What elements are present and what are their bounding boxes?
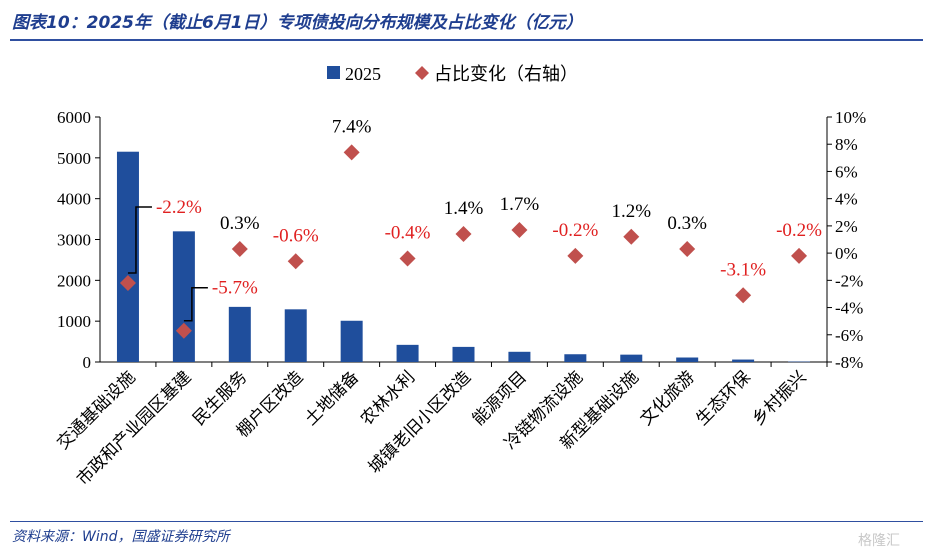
right-axis-tick-label: 0%	[835, 244, 858, 263]
marker-4	[287, 253, 304, 270]
source-note: 资料来源：Wind，国盛证券研究所	[12, 529, 230, 545]
data-label: 1.4%	[444, 198, 484, 219]
bar-7	[452, 346, 475, 362]
marker-13	[791, 247, 808, 264]
legend-marker-label: 占比变化（右轴）	[434, 64, 578, 85]
data-label: -0.4%	[385, 223, 431, 244]
marker-3	[231, 241, 248, 258]
legend-bar-label: 2025	[345, 64, 381, 84]
right-axis-tick-label: -6%	[835, 326, 863, 345]
left-axis-tick-label: 0	[83, 353, 92, 372]
chart-title: 图表10：2025年（截止6月1日）专项债投向分布规模及占比变化（亿元）	[12, 13, 583, 33]
left-axis-tick-label: 4000	[57, 190, 91, 209]
data-label: 0.3%	[220, 213, 260, 234]
data-label: 0.3%	[667, 213, 707, 234]
right-axis-tick-label: -4%	[835, 299, 863, 318]
data-label: 1.7%	[500, 194, 540, 215]
right-axis-tick-label: 8%	[835, 135, 858, 154]
left-axis-tick-label: 2000	[57, 271, 91, 290]
data-label: -2.2%	[156, 197, 202, 218]
category-label: 土地储备	[301, 367, 363, 429]
bar-1	[116, 151, 139, 362]
data-label: -5.7%	[212, 278, 258, 299]
marker-8	[511, 221, 528, 238]
bar-3	[228, 306, 251, 362]
left-axis-tick-label: 5000	[57, 149, 91, 168]
category-label: 城镇老旧小区改造	[365, 367, 475, 477]
bar-9	[564, 354, 587, 362]
source-rule	[10, 521, 923, 522]
left-axis-tick-label: 6000	[57, 108, 91, 127]
title-rule	[10, 39, 923, 41]
bar-4	[284, 309, 307, 362]
legend-bar-swatch	[327, 66, 340, 79]
legend-marker-swatch	[415, 66, 429, 80]
category-label: 乡村振兴	[748, 367, 810, 429]
data-label: 7.4%	[332, 116, 372, 137]
marker-1	[119, 275, 136, 292]
right-axis-tick-label: -2%	[835, 271, 863, 290]
bar-11	[676, 357, 699, 362]
marker-11	[679, 241, 696, 258]
bar-5	[340, 320, 363, 362]
marker-7	[455, 226, 472, 243]
category-label: 文化旅游	[637, 367, 699, 429]
data-label: 1.2%	[611, 201, 651, 222]
bar-13	[788, 361, 811, 363]
marker-9	[567, 247, 584, 264]
right-axis-tick-label: 2%	[835, 217, 858, 236]
data-label: -0.2%	[552, 220, 598, 241]
bar-12	[732, 359, 755, 362]
left-axis-tick-label: 3000	[57, 231, 91, 250]
right-axis-tick-label: 4%	[835, 190, 858, 209]
leader-line	[183, 286, 208, 322]
left-axis-tick-label: 1000	[57, 312, 91, 331]
category-label: 生态环保	[692, 367, 754, 429]
watermark: 格隆汇	[858, 533, 900, 549]
data-label: -0.6%	[273, 225, 319, 246]
right-axis-tick-label: 10%	[835, 108, 866, 127]
marker-5	[343, 144, 360, 161]
bar-10	[620, 354, 643, 362]
right-axis-tick-label: -8%	[835, 353, 863, 372]
data-label: -3.1%	[720, 259, 766, 280]
marker-12	[735, 287, 752, 304]
bar-6	[396, 344, 419, 362]
marker-10	[623, 228, 640, 245]
bar-8	[508, 351, 531, 362]
right-axis-tick-label: 6%	[835, 162, 858, 181]
leader-line	[127, 206, 152, 274]
data-label: -0.2%	[776, 220, 822, 241]
marker-6	[399, 250, 416, 267]
marker-2	[175, 322, 192, 339]
chart-area: 0 1000 2000 3000 4000 5000 6000 -8% -6% -4% -2% 0% 2…	[53, 64, 866, 490]
